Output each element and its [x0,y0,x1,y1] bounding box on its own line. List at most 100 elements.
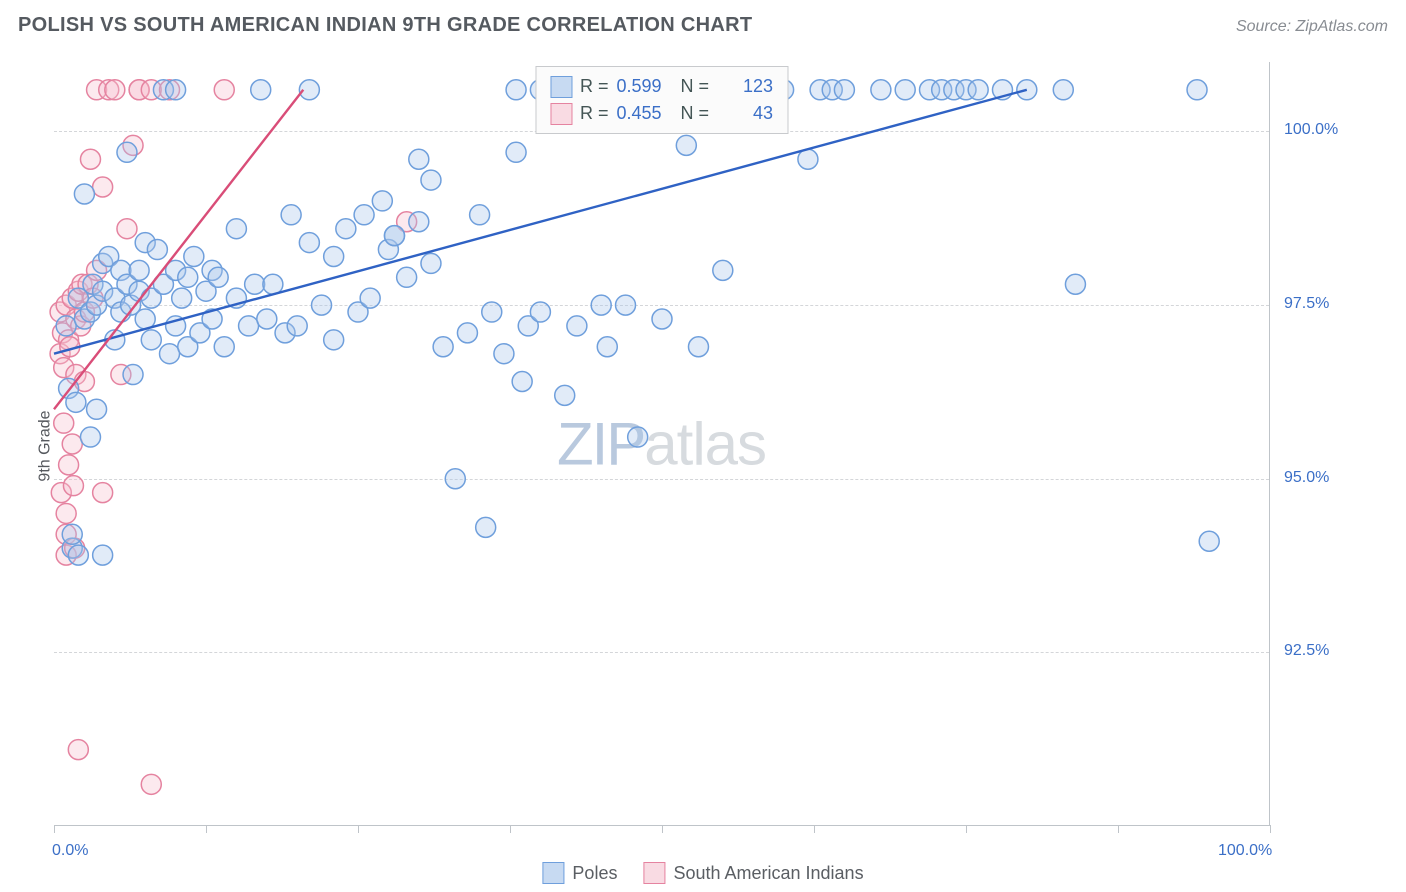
data-point [80,427,100,447]
data-point [66,392,86,412]
data-point [178,267,198,287]
data-point [895,80,915,100]
source-label: Source: ZipAtlas.com [1236,18,1388,36]
stats-legend-box: R = 0.599 N = 123R =0.455N =43 [535,66,788,134]
data-point [676,135,696,155]
data-point [312,295,332,315]
data-point [1199,531,1219,551]
data-point [555,385,575,405]
legend-swatch [550,76,572,98]
data-point [63,476,83,496]
data-point [257,309,277,329]
data-point [68,740,88,760]
data-point [506,142,526,162]
chart-svg [54,62,1269,825]
data-point [409,212,429,232]
data-point [688,337,708,357]
data-point [372,191,392,211]
legend-swatch [542,862,564,884]
x-tick-label: 0.0% [52,842,88,860]
data-point [59,455,79,475]
legend-label: South American Indians [673,863,863,884]
stats-row: R =0.455N =43 [550,100,773,127]
data-point [141,330,161,350]
data-point [591,295,611,315]
stat-n-label: N = [681,73,710,100]
data-point [494,344,514,364]
data-point [105,80,125,100]
data-point [117,219,137,239]
data-point [287,316,307,336]
data-point [834,80,854,100]
data-point [506,80,526,100]
stat-r-value: 0.599 [617,73,673,100]
legend-label: Poles [572,863,617,884]
data-point [54,413,74,433]
stat-r-label: R = [580,73,609,100]
data-point [397,267,417,287]
data-point [123,365,143,385]
data-point [476,517,496,537]
y-tick-label: 100.0% [1284,121,1338,139]
data-point [56,503,76,523]
x-tick [358,825,359,833]
data-point [239,316,259,336]
x-tick [662,825,663,833]
data-point [172,288,192,308]
data-point [74,184,94,204]
x-tick [54,825,55,833]
data-point [299,233,319,253]
y-tick-label: 97.5% [1284,295,1329,313]
stat-r-label: R = [580,100,609,127]
data-point [1053,80,1073,100]
data-point [336,219,356,239]
x-tick [814,825,815,833]
bottom-legend: Poles South American Indians [542,862,863,884]
data-point [597,337,617,357]
data-point [968,80,988,100]
data-point [281,205,301,225]
stats-row: R = 0.599 N = 123 [550,73,773,100]
data-point [470,205,490,225]
data-point [871,80,891,100]
data-point [421,170,441,190]
data-point [445,469,465,489]
data-point [117,142,137,162]
data-point [652,309,672,329]
data-point [141,774,161,794]
legend-item: South American Indians [643,862,863,884]
data-point [208,267,228,287]
data-point [68,545,88,565]
data-point [93,545,113,565]
data-point [93,483,113,503]
data-point [62,524,82,544]
x-tick [1270,825,1271,833]
data-point [129,260,149,280]
data-point [214,80,234,100]
x-tick [966,825,967,833]
data-point [184,246,204,266]
data-point [56,316,76,336]
data-point [1065,274,1085,294]
data-point [324,246,344,266]
data-point [713,260,733,280]
data-point [628,427,648,447]
legend-swatch [643,862,665,884]
data-point [160,344,180,364]
stat-n-value: 123 [717,73,773,100]
stat-n-value: 43 [717,100,773,127]
y-tick-label: 95.0% [1284,469,1329,487]
data-point [482,302,502,322]
y-axis-label: 9th Grade [37,410,55,481]
data-point [251,80,271,100]
data-point [166,80,186,100]
data-point [62,434,82,454]
data-point [360,288,380,308]
x-tick [206,825,207,833]
data-point [567,316,587,336]
data-point [147,240,167,260]
data-point [421,253,441,273]
legend-item: Poles [542,862,617,884]
data-point [384,226,404,246]
legend-swatch [550,103,572,125]
